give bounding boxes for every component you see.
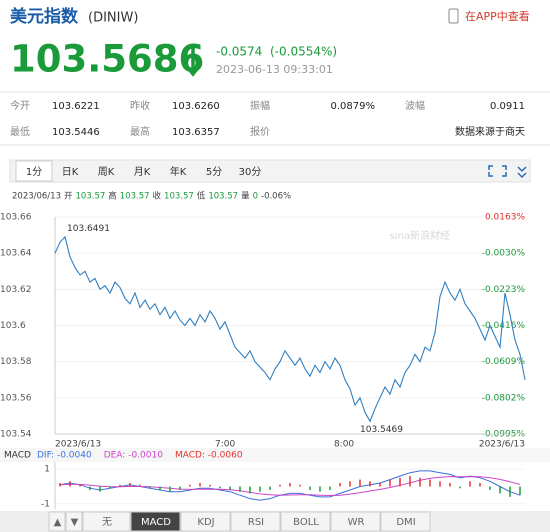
y-tick-label: 103.58: [0, 357, 32, 367]
macd-line: [59, 476, 521, 497]
stat-value: 0.0879%: [331, 101, 376, 112]
y2-tick-label: -0.0416%: [482, 321, 526, 331]
tab[interactable]: 30分: [239, 166, 262, 178]
bottom-tab-bg[interactable]: [280, 511, 331, 532]
legend-entry: MACD: -0.0060: [175, 451, 243, 461]
info-item: 高: [108, 191, 117, 202]
time: 2023-06-13 09:33:01: [216, 63, 333, 76]
bottom-tab[interactable]: RSI: [248, 517, 264, 528]
bottom-tab-bg[interactable]: [330, 511, 381, 532]
bottom-tab-bg[interactable]: [48, 511, 66, 532]
collapse-icon[interactable]: [517, 166, 527, 179]
tab[interactable]: 1分: [26, 166, 42, 178]
y-tick-label: 103.64: [0, 249, 32, 259]
bottom-tab-bg[interactable]: [82, 511, 131, 532]
change: -0.0574: [216, 45, 262, 59]
tab[interactable]: 年K: [170, 165, 187, 178]
y2-tick-label: -0.0030%: [482, 249, 526, 259]
stat-label: 最高: [130, 125, 150, 138]
bottom-tab[interactable]: MACD: [141, 517, 171, 528]
info-item: 2023/06/13: [12, 192, 61, 202]
macd-y-tick-label: 1: [44, 465, 50, 475]
y2-tick-label: 0.0163%: [485, 213, 525, 223]
info-item: 103.57: [76, 192, 106, 202]
y-tick-label: 103.54: [0, 430, 32, 440]
bottom-tab-bg[interactable]: [180, 511, 231, 532]
stat-value: 数据来源于商天: [455, 125, 525, 138]
legend-entry: DIF: -0.0040: [37, 451, 92, 461]
watermark: sina新浪财经: [390, 229, 450, 242]
tab-active-bg: [15, 160, 53, 182]
price: 103.5686: [10, 38, 204, 81]
down-arrow: [183, 44, 203, 77]
tab[interactable]: 月K: [134, 166, 151, 178]
app-link[interactable]: 在APP中查看: [465, 9, 530, 23]
x-tick-label: 2023/6/13: [479, 440, 525, 450]
bottom-tab-bg[interactable]: [130, 511, 181, 532]
bottom-tab-bg[interactable]: [230, 511, 281, 532]
tab[interactable]: 日K: [62, 167, 79, 178]
price-line: [54, 235, 526, 423]
bottom-tab[interactable]: BOLL: [293, 517, 319, 528]
info-item: -0.06%: [261, 192, 291, 202]
y-tick-label: 103.56: [0, 393, 32, 403]
stat-label: 最低: [10, 125, 30, 138]
info-item: 103.57: [208, 192, 238, 202]
macd-legend-bar: [0, 448, 550, 462]
stat-value: 103.5446: [52, 127, 100, 138]
change-pct: (-0.0554%): [270, 45, 337, 59]
x-tick-label: 7:00: [215, 440, 235, 450]
fullscreen-icon[interactable]: [488, 165, 507, 177]
legend-entry: DEA: -0.0010: [104, 451, 164, 461]
y-tick-label: 103.6: [0, 321, 26, 331]
info-item: 量: [241, 192, 250, 202]
bottom-tab[interactable]: KDJ: [197, 517, 214, 528]
stat-label: 振幅: [250, 99, 270, 112]
info-item: 开: [64, 192, 73, 202]
y2-tick-label: -0.0802%: [482, 393, 526, 403]
tab[interactable]: 周K: [98, 166, 115, 178]
y2-tick-label: -0.0223%: [482, 285, 526, 295]
stat-value: 103.6260: [172, 101, 220, 112]
bottom-tab[interactable]: ▲: [54, 517, 62, 528]
macd-line: [59, 470, 521, 501]
stat-value: 103.6357: [172, 127, 220, 138]
tab-bar: [9, 159, 531, 183]
y2-tick-label: -0.0609%: [482, 357, 526, 367]
bottom-tab[interactable]: DMI: [396, 517, 415, 528]
bottom-tab[interactable]: ▼: [71, 517, 79, 528]
x-tick-label: 8:00: [334, 440, 354, 450]
info-item: 低: [197, 191, 206, 202]
annotation: 103.6491: [67, 224, 110, 234]
stat-label: 昨收: [130, 99, 150, 112]
tab[interactable]: 5分: [206, 166, 222, 178]
stat-value: 103.6221: [52, 101, 100, 112]
y-tick-label: 103.66: [0, 213, 32, 223]
title: 美元指数: [10, 6, 79, 27]
info-item: 103.57: [120, 192, 150, 202]
code: (DINIW): [88, 11, 138, 26]
stat-label: 今开: [10, 99, 30, 112]
bottom-tab[interactable]: 无: [102, 517, 112, 528]
phone-icon: [448, 8, 459, 24]
annotation: 103.5469: [360, 425, 403, 435]
bottom-tab-bg[interactable]: [380, 511, 431, 532]
stat-value: 0.0911: [490, 101, 525, 112]
bottom-tab[interactable]: WR: [348, 517, 365, 528]
x-tick-label: 2023/6/13: [55, 440, 101, 450]
stat-label: 报价: [250, 125, 270, 138]
macd-y-tick-label: -1: [41, 499, 50, 509]
bottom-tab-bg[interactable]: [65, 511, 83, 532]
info-item: 收: [153, 191, 162, 202]
macd-title: MACD: [4, 451, 31, 461]
y-tick-label: 103.62: [0, 285, 32, 295]
stat-label: 波幅: [405, 99, 425, 112]
info-item: 103.57: [164, 192, 194, 202]
info-item: 0: [253, 192, 258, 202]
